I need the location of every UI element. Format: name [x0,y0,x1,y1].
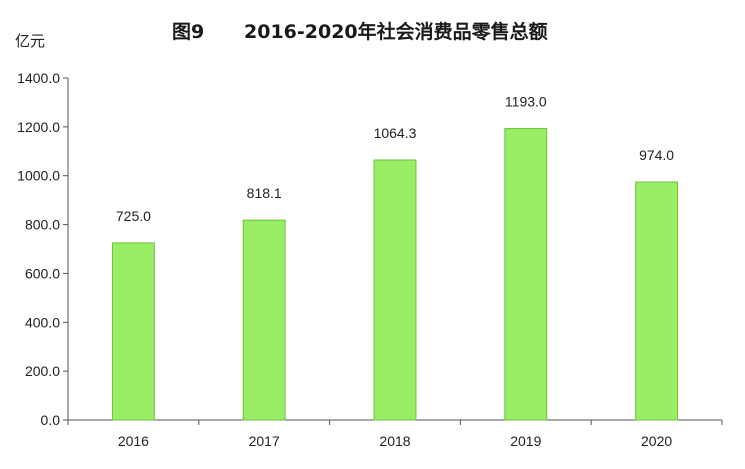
y-tick-label: 0.0 [41,412,61,428]
x-tick-label: 2018 [379,433,410,449]
y-axis: 0.0 200.0 400.0 600.0 800.0 1000.0 1200.0 1400.… [17,70,69,428]
bar-2016 [111,242,155,421]
data-label-2018: 1064.3 [374,125,417,141]
x-tick-label: 2017 [249,433,280,449]
y-tick-label: 600.0 [25,265,60,281]
x-tick-label: 2016 [118,433,149,449]
chart-figure-number: 图9 [172,21,204,43]
y-tick-label: 1000.0 [17,168,60,184]
x-tick-label: 2019 [510,433,541,449]
y-tick-label: 200.0 [25,363,60,379]
y-tick-label: 1400.0 [17,70,60,86]
bar-2020 [635,181,679,421]
x-axis: 2016 2017 2018 2019 2020 [67,419,723,449]
y-axis-unit: 亿元 [15,32,45,50]
x-tick-label: 2020 [641,433,672,449]
bar-2018 [373,159,417,421]
data-label-2019: 1193.0 [505,94,547,110]
data-label-2017: 818.1 [247,185,282,201]
bar-series [111,128,679,421]
bar-2017 [242,219,286,421]
y-tick-label: 800.0 [25,217,60,233]
data-labels: 725.0 818.1 1064.3 1193.0 974.0 [116,94,674,224]
y-tick-label: 1200.0 [17,119,60,135]
y-tick-label: 400.0 [25,314,60,330]
data-label-2016: 725.0 [116,208,151,224]
bar-2019 [504,128,548,421]
chart-title: 2016-2020年社会消费品零售总额 [244,20,548,43]
data-label-2020: 974.0 [639,147,674,163]
